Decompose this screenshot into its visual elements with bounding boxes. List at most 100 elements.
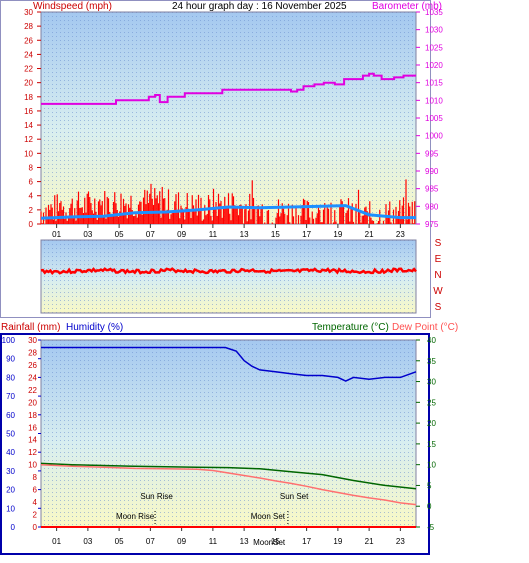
humidity-tick-label: 18 (28, 411, 37, 420)
baro-tick-label: 975 (425, 220, 439, 229)
hour-tick-label: 05 (115, 537, 124, 546)
rain-tick-label: 100 (2, 336, 16, 345)
hour-tick-label: 05 (115, 230, 124, 239)
barometer-series (41, 72, 416, 105)
baro-tick-label: 980 (425, 202, 439, 211)
baro-tick-label: 1035 (425, 8, 443, 17)
rainfall-axis-label: Rainfall (mm) (1, 322, 60, 333)
temp-tick-label: 5 (427, 481, 432, 490)
rain-tick-label: 50 (6, 430, 15, 439)
wind-tick-label: 12 (24, 135, 33, 144)
wind-tick-label: 28 (24, 22, 33, 31)
wind-tick-label: 18 (24, 93, 33, 102)
hour-tick-label: 17 (302, 230, 311, 239)
top-section-frame (0, 0, 431, 318)
humidity-series (41, 346, 417, 382)
hour-tick-label: 23 (396, 537, 405, 546)
wind-tick-label: 24 (24, 50, 33, 59)
humidity-tick-label: 10 (28, 461, 37, 470)
dewpoint-axis-label: Dew Point (°C) (392, 322, 458, 333)
baro-tick-label: 1005 (425, 114, 443, 123)
rain-tick-label: 70 (6, 392, 15, 401)
hour-tick-label: 03 (83, 537, 92, 546)
wind-tick-label: 8 (29, 163, 34, 172)
wind-tick-label: 26 (24, 36, 33, 45)
rain-tick-label: 80 (6, 373, 15, 382)
barometer-axis-label: Barometer (mb) (372, 1, 442, 12)
hour-tick-label: 19 (333, 230, 342, 239)
rain-tick-label: 30 (6, 467, 15, 476)
hour-tick-label: 13 (240, 230, 249, 239)
direction-label: S (435, 302, 442, 313)
temp-tick-label: 35 (427, 357, 436, 366)
sun-annotation: Sun Set (280, 492, 309, 501)
humidity-tick-label: 24 (28, 373, 37, 382)
baro-tick-label: 995 (425, 149, 439, 158)
wind-tick-label: 6 (29, 178, 34, 187)
temp-tick-label: 40 (427, 336, 436, 345)
wind-tick-label: 0 (29, 220, 34, 229)
direction-label: N (434, 270, 441, 281)
humidity-tick-label: 26 (28, 361, 37, 370)
hour-tick-label: 17 (302, 537, 311, 546)
hour-tick-label: 01 (52, 230, 61, 239)
wind-tick-label: 10 (24, 149, 33, 158)
humidity-axis-label: Humidity (%) (66, 322, 123, 333)
rain-tick-label: 0 (11, 523, 16, 532)
baro-tick-label: 1020 (425, 61, 443, 70)
rain-tick-label: 10 (6, 504, 15, 513)
wind-tick-label: 4 (29, 192, 34, 201)
wind-tick-label: 14 (24, 121, 33, 130)
moon-annotation: Moon Rise (116, 512, 155, 521)
temperature-axis-label: Temperature (°C) (312, 322, 389, 333)
humidity-tick-label: 2 (33, 511, 38, 520)
baro-tick-label: 1015 (425, 79, 443, 88)
humidity-tick-label: 0 (33, 523, 38, 532)
hour-tick-label: 21 (365, 230, 374, 239)
temp-tick-label: 20 (427, 419, 436, 428)
wind-tick-label: 20 (24, 79, 33, 88)
temp-tick-label: 10 (427, 461, 436, 470)
hour-tick-label: 21 (365, 537, 374, 546)
moon-annotation: Moon Set (251, 512, 286, 521)
hour-tick-label: 23 (396, 230, 405, 239)
humidity-tick-label: 20 (28, 398, 37, 407)
temp-tick-label: 15 (427, 440, 436, 449)
rain-tick-label: 60 (6, 411, 15, 420)
hour-tick-label: 07 (146, 230, 155, 239)
rain-tick-label: 90 (6, 355, 15, 364)
temp-tick-label: 0 (427, 502, 432, 511)
humidity-tick-label: 6 (33, 486, 38, 495)
temp-tick-label: -5 (427, 523, 435, 532)
rain-tick-label: 20 (6, 486, 15, 495)
temperature-series (40, 462, 417, 490)
direction-label: E (435, 254, 442, 265)
sun-annotation: Sun Rise (140, 492, 173, 501)
baro-tick-label: 1030 (425, 26, 443, 35)
humidity-tick-label: 12 (28, 448, 37, 457)
hour-tick-label: 11 (209, 230, 218, 239)
rain-tick-label: 40 (6, 448, 15, 457)
baro-tick-label: 1010 (425, 96, 443, 105)
wind-tick-label: 30 (24, 8, 33, 17)
humidity-tick-label: 16 (28, 423, 37, 432)
hour-tick-label: 09 (177, 537, 186, 546)
wind-tick-label: 2 (29, 206, 34, 215)
moon-annotation: MoonSet (253, 538, 286, 547)
direction-label: W (433, 286, 443, 297)
baro-tick-label: 1025 (425, 43, 443, 52)
humidity-tick-label: 28 (28, 348, 37, 357)
gust-series (40, 204, 416, 220)
humidity-tick-label: 14 (28, 436, 37, 445)
baro-tick-label: 1000 (425, 132, 443, 141)
hour-tick-label: 07 (146, 537, 155, 546)
humidity-tick-label: 8 (33, 473, 38, 482)
hour-tick-label: 15 (271, 537, 280, 546)
humidity-tick-label: 30 (28, 336, 37, 345)
temp-tick-label: 30 (427, 378, 436, 387)
hour-tick-label: 03 (83, 230, 92, 239)
wind-tick-label: 22 (24, 65, 33, 74)
graph-title: 24 hour graph day : 16 November 2025 (172, 1, 347, 12)
wind-tick-label: 16 (24, 107, 33, 116)
